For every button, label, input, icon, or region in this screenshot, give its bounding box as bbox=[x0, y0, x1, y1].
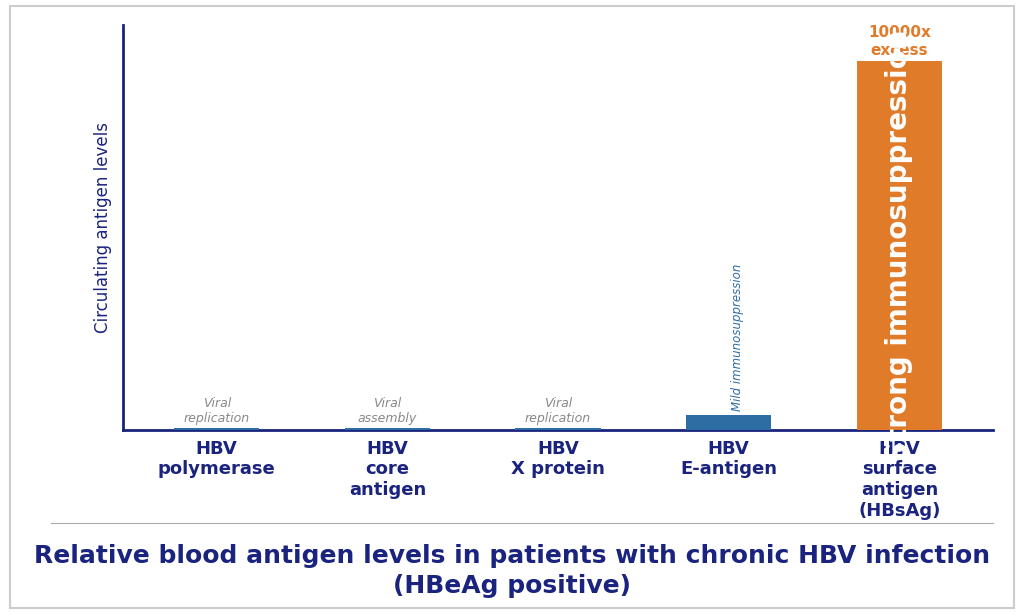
Text: (HBeAg positive): (HBeAg positive) bbox=[393, 574, 631, 599]
Text: Viral
assembly: Viral assembly bbox=[357, 397, 417, 425]
Text: Viral
replication: Viral replication bbox=[183, 397, 250, 425]
Text: 10000x
excess: 10000x excess bbox=[868, 25, 931, 58]
Bar bbox=[686, 415, 771, 430]
Text: Strong immunosuppression: Strong immunosuppression bbox=[886, 30, 913, 461]
Bar bbox=[857, 61, 942, 430]
Text: Mild immunosuppression: Mild immunosuppression bbox=[731, 264, 743, 411]
Bar bbox=[515, 429, 601, 430]
Text: Viral
replication: Viral replication bbox=[525, 397, 591, 425]
Text: Relative blood antigen levels in patients with chronic HBV infection: Relative blood antigen levels in patient… bbox=[34, 543, 990, 568]
Bar bbox=[174, 429, 259, 430]
Bar bbox=[345, 429, 430, 430]
Y-axis label: Circulating antigen levels: Circulating antigen levels bbox=[94, 122, 112, 333]
